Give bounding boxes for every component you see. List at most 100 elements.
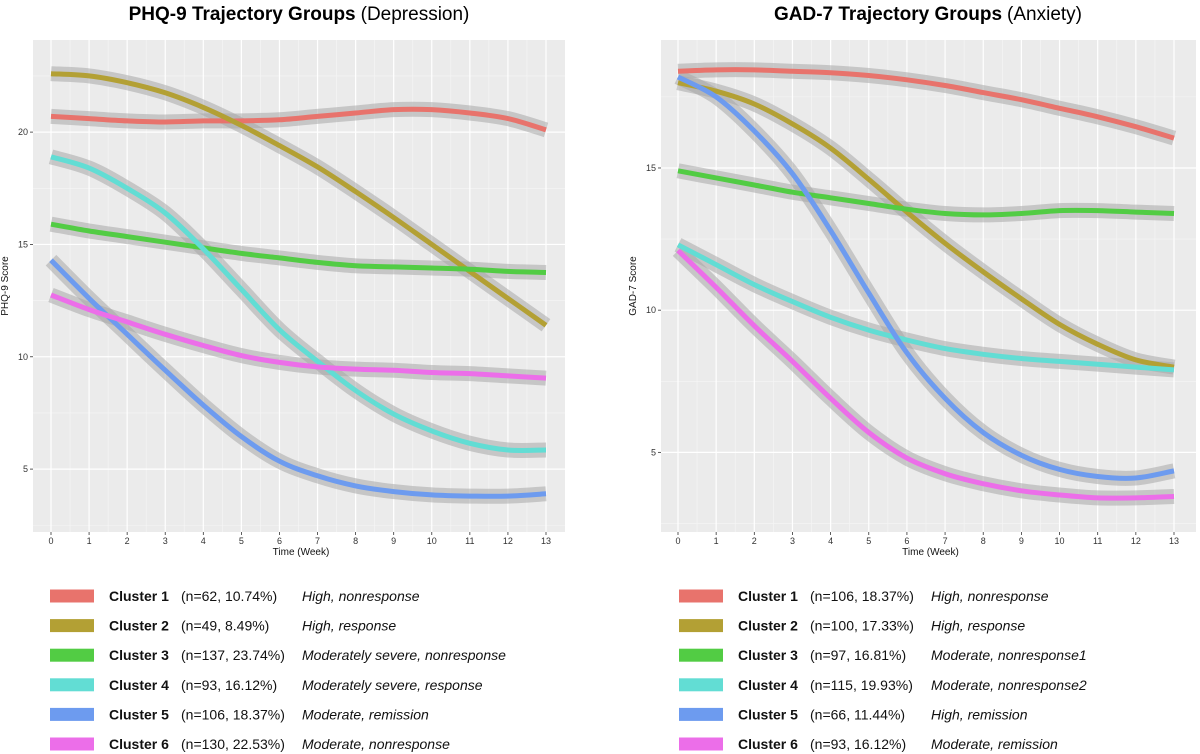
x-tick-label: 6 [904,536,909,546]
x-tick-label: 13 [541,536,551,546]
legend-item-4: Cluster 4 (n=93, 16.12%) Moderately severe… [50,677,483,693]
legend-cluster-description: Moderately severe, response [302,677,483,693]
legend-swatch [679,648,723,662]
legend-cluster-name: Cluster 5 [738,706,798,722]
x-tick-label: 0 [675,536,680,546]
series-line-4 [676,242,1175,373]
x-axis-label: Time (Week) [273,547,330,558]
x-tick-label: 9 [1019,536,1024,546]
legend-item-1: Cluster 1 (n=106, 18.37%) High, nonrespons… [679,588,1049,604]
x-tick-label: 3 [163,536,168,546]
chart-title: GAD-7 Trajectory Groups (Anxiety) [774,4,1082,25]
x-tick-label: 9 [391,536,396,546]
legend-cluster-description: Moderate, remission [302,706,429,722]
legend-cluster-count: (n=97, 16.81%) [810,647,906,663]
x-tick-label: 12 [1131,536,1141,546]
legend-cluster-count: (n=106, 18.37%) [810,588,914,604]
legend-cluster-name: Cluster 1 [109,588,169,604]
legend-item-5: Cluster 5 (n=66, 11.44%) High, remission [679,706,1028,722]
legend-cluster-description: Moderately severe, nonresponse [302,647,506,663]
x-tick-label: 8 [981,536,986,546]
legend-cluster-name: Cluster 6 [738,736,798,752]
x-tick-label: 5 [239,536,244,546]
legend-item-1: Cluster 1 (n=62, 10.74%) High, nonresponse [50,588,420,604]
series-line-3 [50,221,547,275]
legend-cluster-count: (n=137, 23.74%) [181,647,285,663]
legend-item-3: Cluster 3 (n=97, 16.81%) Moderate, nonresp… [679,647,1087,663]
y-tick-label: 5 [23,464,28,474]
series-line-1 [677,67,1175,141]
series-line-3 [677,168,1175,218]
legend-cluster-name: Cluster 4 [109,677,169,693]
chart-title-bold: GAD-7 Trajectory Groups [774,4,1002,25]
x-tick-label: 7 [943,536,948,546]
legend-swatch [50,619,94,633]
legend-cluster-count: (n=106, 18.37%) [181,706,285,722]
x-tick-label: 4 [201,536,206,546]
legend-cluster-count: (n=115, 19.93%) [810,677,913,693]
legend-cluster-description: Moderate, nonresponse2 [931,677,1087,693]
x-tick-label: 4 [828,536,833,546]
legend-cluster-description: High, remission [931,706,1028,722]
legend-cluster-count: (n=130, 22.53%) [181,736,285,752]
series-line-5 [49,258,547,499]
legend-cluster-description: High, nonresponse [931,588,1049,604]
legend-swatch [50,589,94,603]
legend-cluster-name: Cluster 2 [109,618,169,634]
y-tick-label: 15 [18,239,28,249]
x-tick-label: 1 [714,536,719,546]
legend-cluster-name: Cluster 5 [109,706,169,722]
chart-title-qualifier: (Depression) [361,4,470,25]
legend-cluster-count: (n=62, 10.74%) [181,588,277,604]
x-tick-label: 1 [87,536,92,546]
legend-cluster-description: High, nonresponse [302,588,420,604]
x-tick-label: 6 [277,536,282,546]
y-tick-label: 20 [18,127,28,137]
legend-cluster-count: (n=49, 8.49%) [181,618,269,634]
legend-item-5: Cluster 5 (n=106, 18.37%) Moderate, remiss… [50,706,429,722]
x-tick-label: 2 [752,536,757,546]
x-tick-label: 0 [48,536,53,546]
y-tick-label: 10 [18,352,28,362]
series-line-5 [676,74,1175,481]
legend-cluster-name: Cluster 6 [109,736,169,752]
legend-swatch [679,619,723,633]
x-tick-label: 13 [1169,536,1179,546]
legend-cluster-description: High, response [302,618,396,634]
legend-swatch [50,648,94,662]
x-tick-label: 11 [465,536,474,546]
legend-swatch [679,589,723,603]
legend-cluster-description: Moderate, nonresponse1 [931,647,1087,663]
series-line-6 [50,292,547,381]
legend-item-6: Cluster 6 (n=130, 22.53%) Moderate, nonres… [50,736,450,752]
legend-cluster-count: (n=100, 17.33%) [810,618,914,634]
legend-item-3: Cluster 3 (n=137, 23.74%) Moderately sever… [50,647,506,663]
legend-cluster-description: High, response [931,618,1025,634]
legend-cluster-count: (n=93, 16.12%) [181,677,277,693]
x-axis-label: Time (Week) [902,547,959,558]
legend-swatch [50,737,94,751]
x-tick-label: 12 [503,536,513,546]
series-line-4 [50,154,547,453]
y-axis-label: GAD-7 Score [628,256,639,316]
legend-cluster-count: (n=66, 11.44%) [810,706,905,722]
y-tick-label: 10 [646,305,656,315]
legend-cluster-description: Moderate, nonresponse [302,736,450,752]
x-tick-label: 11 [1093,536,1102,546]
series-line-6 [676,248,1175,501]
legend-swatch [50,678,94,692]
legend-cluster-count: (n=93, 16.12%) [810,736,906,752]
x-tick-label: 8 [353,536,358,546]
legend: Cluster 1 (n=62, 10.74%) High, nonresponse… [50,588,506,752]
x-tick-label: 7 [315,536,320,546]
legend-cluster-description: Moderate, remission [931,736,1058,752]
chart-title-qualifier: (Anxiety) [1007,4,1082,25]
legend-swatch [679,737,723,751]
legend-swatch [50,707,94,721]
x-tick-label: 3 [790,536,795,546]
y-axis-label: PHQ-9 Score [0,256,11,316]
legend-swatch [679,707,723,721]
x-tick-label: 5 [866,536,871,546]
